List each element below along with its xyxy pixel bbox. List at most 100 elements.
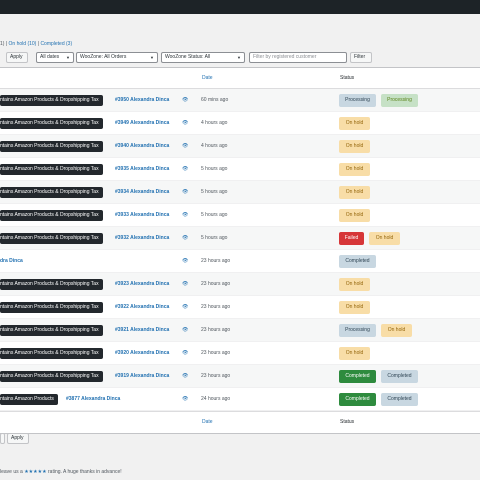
table-row[interactable]: ntains Amazon Products & Dropshipping Ta…: [0, 342, 480, 365]
eye-icon[interactable]: 👁: [182, 120, 189, 126]
eye-icon[interactable]: 👁: [182, 235, 189, 241]
order-date: 5 hours ago: [201, 189, 228, 195]
amazon-tax-badge: ntains Amazon Products & Dropshipping Ta…: [0, 348, 103, 359]
table-row[interactable]: ntains Amazon Products & Dropshipping Ta…: [0, 135, 480, 158]
filter-button[interactable]: Filter: [350, 52, 372, 63]
eye-icon[interactable]: 👁: [182, 258, 189, 264]
order-link[interactable]: #3921 Alexandra Dinca: [115, 327, 170, 333]
table-row[interactable]: ntains Amazon Products & Dropshipping Ta…: [0, 112, 480, 135]
order-link[interactable]: #3950 Alexandra Dinca: [115, 97, 170, 103]
customer-filter-placeholder: Filter by registered customer: [253, 54, 317, 60]
woozone-status-select[interactable]: WooZone Status: All ▼: [161, 52, 245, 63]
order-date: 5 hours ago: [201, 166, 228, 172]
column-date-header[interactable]: Date: [202, 75, 213, 81]
order-link[interactable]: #3933 Alexandra Dinca: [115, 212, 170, 218]
eye-icon[interactable]: 👁: [182, 373, 189, 379]
eye-icon[interactable]: 👁: [182, 304, 189, 310]
order-link[interactable]: #3920 Alexandra Dinca: [115, 350, 170, 356]
status-badge: On hold: [369, 232, 400, 245]
order-link[interactable]: #3877 Alexandra Dinca: [66, 396, 121, 402]
chevron-down-icon: ▼: [150, 55, 154, 60]
dates-select[interactable]: All dates ▼: [36, 52, 74, 63]
order-link[interactable]: #3935 Alexandra Dinca: [115, 166, 170, 172]
status-badge: On hold: [339, 163, 370, 176]
status-filter-links: 1) | On hold (10) | Completed (3): [0, 41, 72, 47]
status-badge: Processing: [381, 94, 418, 107]
amazon-tax-badge: ntains Amazon Products: [0, 394, 58, 405]
amazon-tax-badge: ntains Amazon Products & Dropshipping Ta…: [0, 141, 103, 152]
eye-icon[interactable]: 👁: [182, 281, 189, 287]
order-date: 5 hours ago: [201, 235, 228, 241]
order-date: 4 hours ago: [201, 143, 228, 149]
amazon-tax-badge: ntains Amazon Products & Dropshipping Ta…: [0, 302, 103, 313]
table-row[interactable]: dra Dinca 👁 23 hours ago Completed: [0, 250, 480, 273]
table-row[interactable]: ntains Amazon Products & Dropshipping Ta…: [0, 365, 480, 388]
eye-icon[interactable]: 👁: [182, 166, 189, 172]
table-body: ntains Amazon Products & Dropshipping Ta…: [0, 89, 480, 411]
woozone-orders-select[interactable]: WooZone: All Orders ▼: [76, 52, 158, 63]
eye-icon[interactable]: 👁: [182, 143, 189, 149]
order-link[interactable]: #3932 Alexandra Dinca: [115, 235, 170, 241]
table-row[interactable]: ntains Amazon Products & Dropshipping Ta…: [0, 319, 480, 342]
order-date: 5 hours ago: [201, 212, 228, 218]
status-links-separator: |: [37, 41, 40, 47]
order-date: 23 hours ago: [201, 281, 231, 287]
status-badge: Completed: [381, 370, 418, 383]
status-badge: On hold: [381, 324, 412, 337]
amazon-tax-badge: ntains Amazon Products & Dropshipping Ta…: [0, 233, 103, 244]
eye-icon[interactable]: 👁: [182, 350, 189, 356]
eye-icon[interactable]: 👁: [182, 212, 189, 218]
status-badge: Processing: [339, 94, 376, 107]
chevron-down-icon: ▼: [237, 55, 241, 60]
bottom-apply-button[interactable]: Apply: [7, 433, 29, 444]
status-link-completed[interactable]: Completed (3): [40, 41, 73, 47]
eye-icon[interactable]: 👁: [182, 97, 189, 103]
table-row[interactable]: ntains Amazon Products & Dropshipping Ta…: [0, 158, 480, 181]
dates-select-value: All dates: [40, 54, 60, 60]
table-row[interactable]: ntains Amazon Products & Dropshipping Ta…: [0, 204, 480, 227]
status-badge: On hold: [339, 140, 370, 153]
amazon-tax-badge: ntains Amazon Products & Dropshipping Ta…: [0, 210, 103, 221]
amazon-tax-badge: ntains Amazon Products & Dropshipping Ta…: [0, 371, 103, 382]
table-row[interactable]: ntains Amazon Products #3877 Alexandra Di…: [0, 388, 480, 411]
status-links-separator: |: [5, 41, 8, 47]
amazon-tax-badge: ntains Amazon Products & Dropshipping Ta…: [0, 164, 103, 175]
column-date-footer[interactable]: Date: [202, 419, 213, 425]
bulk-actions-select-edge[interactable]: [0, 433, 5, 444]
amazon-tax-badge: ntains Amazon Products & Dropshipping Ta…: [0, 118, 103, 129]
order-link[interactable]: #3949 Alexandra Dinca: [115, 120, 170, 126]
table-row[interactable]: ntains Amazon Products & Dropshipping Ta…: [0, 227, 480, 250]
eye-icon[interactable]: 👁: [182, 327, 189, 333]
bulk-apply-button[interactable]: Apply: [6, 52, 28, 63]
orders-table: Date Status ntains Amazon Products & Dro…: [0, 67, 480, 434]
rating-stars-link[interactable]: ★★★★★: [24, 469, 47, 475]
order-date: 23 hours ago: [201, 350, 231, 356]
order-link[interactable]: #3922 Alexandra Dinca: [115, 304, 170, 310]
order-date: 24 hours ago: [201, 396, 231, 402]
eye-icon[interactable]: 👁: [182, 189, 189, 195]
status-badge: Processing: [339, 324, 376, 337]
table-row[interactable]: ntains Amazon Products & Dropshipping Ta…: [0, 181, 480, 204]
bottom-actions: Apply: [0, 433, 480, 444]
order-link[interactable]: #3940 Alexandra Dinca: [115, 143, 170, 149]
status-badge: On hold: [339, 117, 370, 130]
eye-icon[interactable]: 👁: [182, 396, 189, 402]
table-row[interactable]: ntains Amazon Products & Dropshipping Ta…: [0, 296, 480, 319]
amazon-tax-badge: ntains Amazon Products & Dropshipping Ta…: [0, 187, 103, 198]
order-date: 60 mins ago: [201, 97, 229, 103]
order-link[interactable]: #3923 Alexandra Dinca: [115, 281, 170, 287]
customer-filter-input[interactable]: Filter by registered customer: [249, 52, 347, 63]
table-row[interactable]: ntains Amazon Products & Dropshipping Ta…: [0, 273, 480, 296]
order-date: 23 hours ago: [201, 327, 231, 333]
status-badge: On hold: [339, 347, 370, 360]
status-link-on-hold[interactable]: On hold (10): [8, 41, 37, 47]
order-link[interactable]: #3934 Alexandra Dinca: [115, 189, 170, 195]
order-link[interactable]: dra Dinca: [0, 258, 23, 264]
admin-bar: [0, 0, 480, 14]
table-row[interactable]: ntains Amazon Products & Dropshipping Ta…: [0, 89, 480, 112]
status-badge: Failed: [339, 232, 364, 245]
order-link[interactable]: #3919 Alexandra Dinca: [115, 373, 170, 379]
admin-footer: leave us a ★★★★★ rating. A huge thanks i…: [0, 469, 122, 475]
status-badge: On hold: [339, 186, 370, 199]
status-badge: Completed: [339, 255, 376, 268]
